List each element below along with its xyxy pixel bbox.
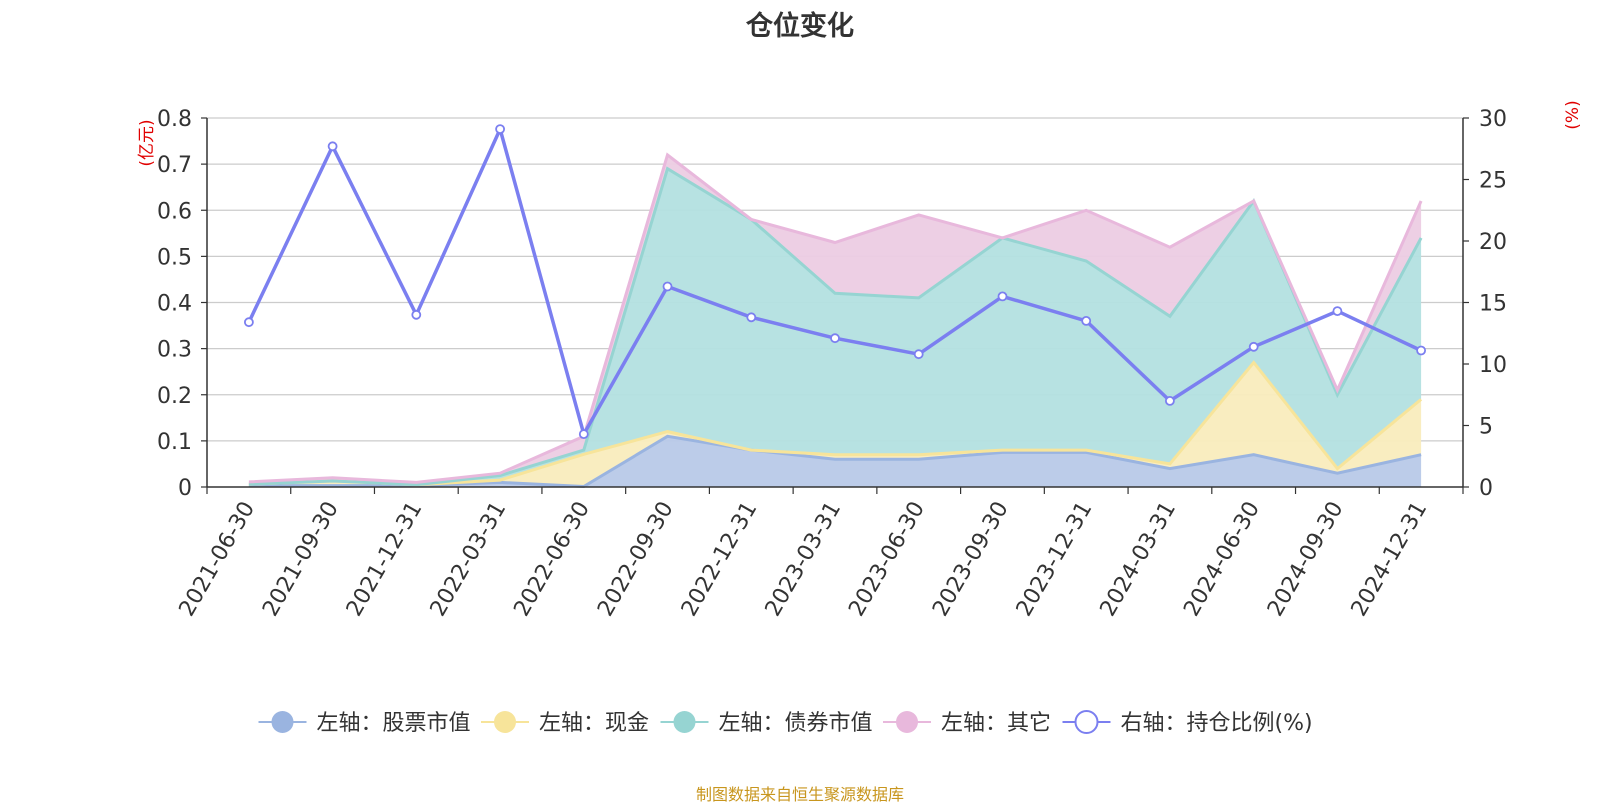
legend-label: 左轴：现金 bbox=[539, 711, 649, 736]
area-series-3 bbox=[248, 154, 1422, 485]
line-point-marker bbox=[411, 309, 422, 320]
legend: 左轴：股票市值 左轴：现金 左轴：债券市值 左轴：其它 右轴：持仓比例(%) bbox=[258, 710, 1313, 736]
x-axis-tick-label: 2023-03-31 bbox=[761, 498, 847, 621]
legend-item: 左轴：其它 bbox=[883, 711, 1051, 736]
x-axis-tick-label: 2024-06-30 bbox=[1179, 498, 1265, 621]
line-point-marker bbox=[746, 312, 757, 323]
legend-marker bbox=[494, 711, 516, 733]
area-series-0 bbox=[248, 436, 1422, 487]
area-series-line-1 bbox=[248, 360, 1423, 487]
x-axis-tick-label: 2022-12-31 bbox=[677, 498, 763, 621]
left-axis-tick-label: 0.8 bbox=[157, 107, 192, 132]
legend-item: 右轴：持仓比例(%) bbox=[1062, 710, 1313, 736]
left-axis-tick-label: 0.4 bbox=[157, 292, 192, 317]
x-axis-tick-label: 2021-06-30 bbox=[175, 498, 261, 621]
line-point-marker bbox=[997, 291, 1008, 302]
x-axis-tick-label: 2022-09-30 bbox=[593, 498, 679, 621]
area-series-line-2 bbox=[248, 166, 1423, 487]
line-point-marker bbox=[1165, 395, 1175, 406]
left-axis-tick-label: 0.5 bbox=[157, 245, 192, 270]
line-point-marker bbox=[1416, 345, 1426, 356]
x-axis-tick-label: 2022-03-31 bbox=[426, 498, 512, 621]
line-point-marker bbox=[1081, 315, 1092, 326]
line-point-marker bbox=[662, 281, 673, 292]
left-axis-tick-label: 0.1 bbox=[157, 430, 192, 455]
left-axis-tick-label: 0.3 bbox=[157, 338, 192, 363]
legend-item: 左轴：债券市值 bbox=[660, 711, 873, 736]
line-point-marker bbox=[1248, 341, 1259, 352]
right-axis-tick-label: 25 bbox=[1479, 169, 1507, 194]
x-axis-tick-label: 2022-06-30 bbox=[509, 498, 595, 621]
left-axis-tick-label: 0 bbox=[178, 476, 192, 501]
x-axis-tick-label: 2023-06-30 bbox=[844, 498, 930, 621]
left-axis-tick-label: 0.7 bbox=[157, 153, 192, 178]
right-axis-tick-label: 10 bbox=[1479, 353, 1507, 378]
left-axis-tick-label: 0.2 bbox=[157, 384, 192, 409]
line-point-marker bbox=[495, 124, 506, 135]
line-point-marker bbox=[1332, 306, 1343, 317]
legend-label: 左轴：其它 bbox=[941, 711, 1051, 736]
line-point-marker bbox=[327, 141, 338, 152]
x-axis-tick-label: 2024-12-31 bbox=[1347, 498, 1433, 621]
legend-marker bbox=[1074, 710, 1099, 734]
right-axis-tick-label: 15 bbox=[1479, 292, 1507, 317]
right-axis-tick-label: 0 bbox=[1479, 476, 1493, 501]
chart-title: 仓位变化 bbox=[746, 11, 854, 42]
legend-marker bbox=[673, 711, 696, 733]
line-point-marker bbox=[830, 333, 840, 344]
x-axis-tick-label: 2024-03-31 bbox=[1096, 498, 1182, 621]
right-axis-unit-label: (%) bbox=[1563, 100, 1583, 129]
right-axis-tick-label: 20 bbox=[1479, 230, 1507, 255]
legend-item: 左轴：股票市值 bbox=[258, 711, 471, 736]
line-point-marker bbox=[578, 429, 589, 440]
x-axis-tick-label: 2024-09-30 bbox=[1263, 498, 1349, 621]
legend-label: 左轴：股票市值 bbox=[317, 711, 471, 736]
legend-marker bbox=[271, 711, 294, 733]
area-series-line-3 bbox=[248, 152, 1423, 484]
area-series-2 bbox=[248, 168, 1422, 485]
legend-item: 左轴：现金 bbox=[481, 711, 649, 736]
legend-label: 右轴：持仓比例(%) bbox=[1121, 711, 1313, 736]
x-axis-tick-label: 2021-09-30 bbox=[258, 498, 344, 621]
line-point-marker bbox=[913, 349, 924, 360]
x-axis-tick-label: 2023-09-30 bbox=[928, 498, 1014, 621]
x-axis-tick-label: 2023-12-31 bbox=[1012, 498, 1098, 621]
line-point-marker bbox=[243, 317, 254, 328]
x-axis-tick-label: 2021-12-31 bbox=[342, 498, 428, 621]
right-axis-tick-label: 30 bbox=[1479, 107, 1507, 132]
left-axis-tick-label: 0.6 bbox=[157, 199, 192, 224]
legend-label: 左轴：债券市值 bbox=[719, 711, 873, 736]
legend-marker bbox=[896, 711, 918, 733]
right-axis-tick-label: 5 bbox=[1479, 415, 1493, 440]
left-axis-unit-label: (亿元) bbox=[137, 119, 157, 166]
data-source-note: 制图数据来自恒生聚源数据库 bbox=[695, 785, 904, 804]
